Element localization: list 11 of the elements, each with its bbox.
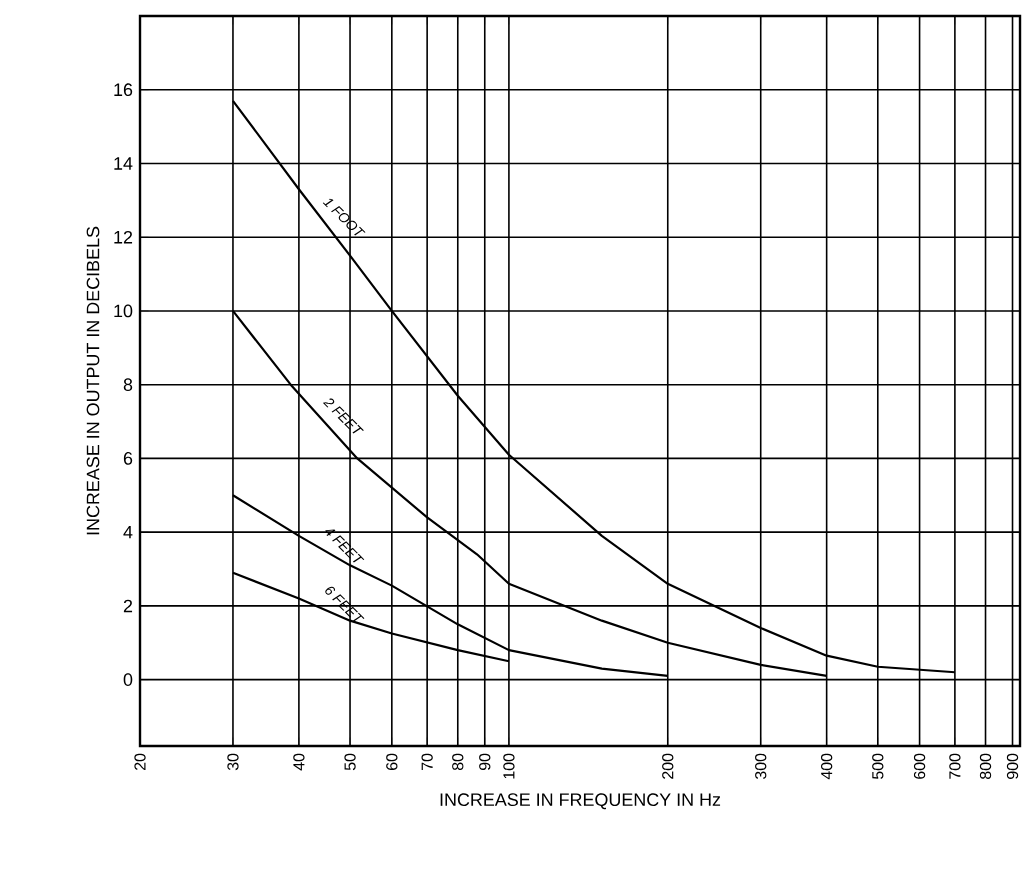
- y-tick-label: 16: [114, 83, 133, 97]
- y-tick-label: 12: [114, 230, 133, 244]
- y-axis-title: INCREASE IN OUTPUT IN DECIBELS: [86, 226, 100, 535]
- y-tick-label: 10: [114, 304, 133, 318]
- y-tick-label: 8: [123, 378, 133, 392]
- y-tick-label: 2: [123, 599, 133, 613]
- y-tick-label: 6: [123, 452, 133, 465]
- y-tick-label: 4: [123, 525, 133, 539]
- y-tick-label: 14: [114, 157, 133, 170]
- x-axis-title: INCREASE IN FREQUENCY IN Hz: [440, 793, 721, 810]
- y-tick-label: 0: [123, 673, 133, 686]
